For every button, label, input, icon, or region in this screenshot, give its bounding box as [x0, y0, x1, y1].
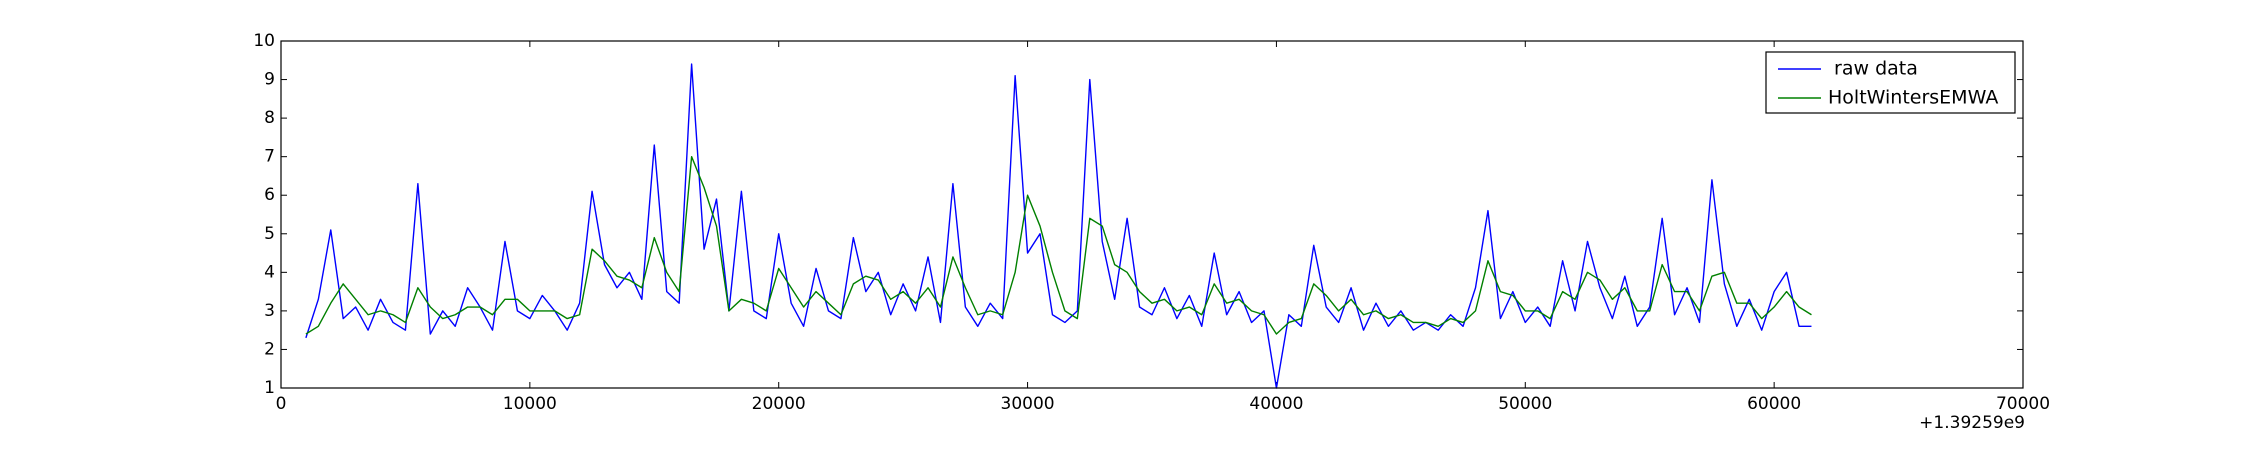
y-tick-label: 8 [264, 108, 275, 128]
x-tick-label: 20000 [752, 394, 806, 414]
x-tick-label: 30000 [1001, 394, 1055, 414]
series-line [305, 63, 1812, 389]
series-line [305, 155, 1812, 335]
x-tick-label: 50000 [1498, 394, 1552, 414]
x-tick-label: 70000 [1996, 394, 2050, 414]
legend-label: raw data [1828, 58, 1918, 80]
x-tick-label: 40000 [1249, 394, 1303, 414]
plot-frame [280, 40, 2024, 389]
legend-label: HoltWintersEMWA [1828, 87, 1998, 109]
y-tick-label: 6 [264, 185, 275, 205]
y-tick-label: 1 [264, 378, 275, 398]
y-tick-label: 5 [264, 224, 275, 244]
y-tick-label: 10 [253, 31, 275, 51]
x-tick-label: 0 [276, 394, 287, 414]
x-offset-label: +1.39259e9 [1919, 413, 2025, 433]
legend-box [1765, 51, 2016, 114]
y-tick-label: 4 [264, 262, 275, 282]
y-tick-label: 2 [264, 339, 275, 359]
y-tick-label: 9 [264, 70, 275, 90]
x-tick-label: 60000 [1747, 394, 1801, 414]
y-tick-label: 3 [264, 301, 275, 321]
y-tick-label: 7 [264, 147, 275, 167]
x-tick-label: 10000 [503, 394, 557, 414]
